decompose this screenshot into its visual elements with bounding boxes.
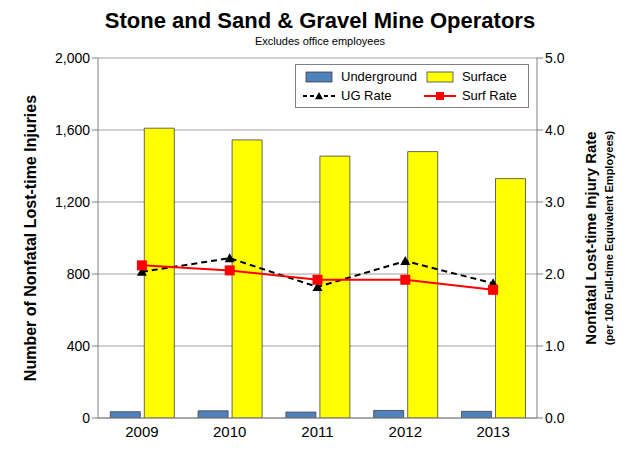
svg-text:5.0: 5.0	[545, 50, 565, 66]
svg-text:0.0: 0.0	[545, 410, 565, 426]
svg-text:(per 100 Full-time Equivalent: (per 100 Full-time Equivalent Employees)	[603, 130, 615, 345]
svg-text:1.0: 1.0	[545, 338, 565, 354]
html-text:Underground: Underground	[341, 69, 417, 84]
html-text:Surface: Surface	[461, 69, 507, 84]
svg-text:0: 0	[82, 410, 90, 426]
html-text:Excludes office employees: Excludes office employees	[255, 35, 385, 47]
svg-text:2010: 2010	[213, 423, 246, 440]
svg-text:2,000: 2,000	[55, 50, 90, 66]
svg-text:800: 800	[67, 266, 91, 282]
svg-text:2012: 2012	[389, 423, 422, 440]
html-text:Stone and Sand & Gravel Mine O: Stone and Sand & Gravel Mine Operators	[104, 8, 536, 33]
svg-text:2011: 2011	[301, 423, 333, 440]
svg-text:1,600: 1,600	[55, 122, 90, 138]
svg-text:4.0: 4.0	[545, 122, 565, 138]
svg-text:3.0: 3.0	[545, 194, 565, 210]
svg-text:1,200: 1,200	[55, 194, 90, 210]
svg-text:400: 400	[67, 338, 91, 354]
svg-text:2.0: 2.0	[545, 266, 565, 282]
svg-text:Nonfatal Lost-time Injury Rate: Nonfatal Lost-time Injury Rate	[582, 131, 599, 344]
html-text:UG Rate: UG Rate	[341, 88, 392, 103]
svg-text:Number of Nonfatal Lost-time I: Number of Nonfatal Lost-time Injuries	[22, 95, 39, 381]
html-text:Surf Rate: Surf Rate	[461, 88, 517, 103]
svg-text:2013: 2013	[476, 423, 509, 440]
svg-text:2009: 2009	[125, 423, 158, 440]
